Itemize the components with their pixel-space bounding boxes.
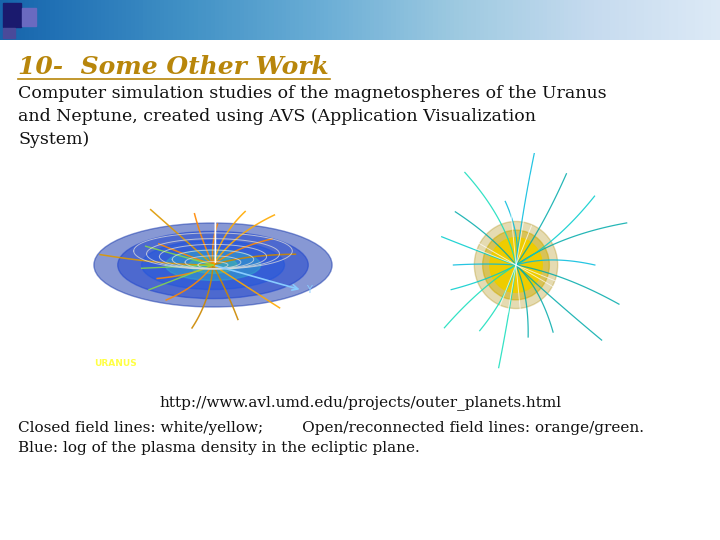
Bar (3, 28, 15, 38)
Ellipse shape (94, 223, 332, 307)
Ellipse shape (142, 240, 284, 289)
Text: URANUS: URANUS (94, 359, 137, 368)
Text: Y: Y (613, 230, 619, 240)
Ellipse shape (189, 256, 237, 273)
Text: Y: Y (306, 285, 312, 295)
Text: 10-  Some Other Work: 10- Some Other Work (18, 55, 329, 79)
Text: Closed field lines: white/yellow;        Open/reconnected field lines: orange/gr: Closed field lines: white/yellow; Open/r… (18, 421, 644, 435)
Bar (3, 3, 21, 27)
Circle shape (482, 230, 549, 300)
Ellipse shape (118, 232, 308, 299)
Ellipse shape (166, 249, 261, 280)
Bar (22, 8, 36, 26)
Circle shape (474, 221, 558, 308)
Text: Z: Z (219, 163, 225, 173)
Text: http://www.avl.umd.edu/projects/outer_planets.html: http://www.avl.umd.edu/projects/outer_pl… (159, 395, 561, 410)
Circle shape (490, 238, 542, 292)
Text: X: X (590, 322, 596, 332)
Text: Computer simulation studies of the magnetospheres of the Uranus
and Neptune, cre: Computer simulation studies of the magne… (18, 85, 607, 148)
Text: t = 3000.0 m: t = 3000.0 m (397, 360, 457, 369)
Text: Blue: log of the plasma density in the ecliptic plane.: Blue: log of the plasma density in the e… (18, 441, 420, 455)
Text: Time = 33.00 hr: Time = 33.00 hr (225, 359, 293, 368)
